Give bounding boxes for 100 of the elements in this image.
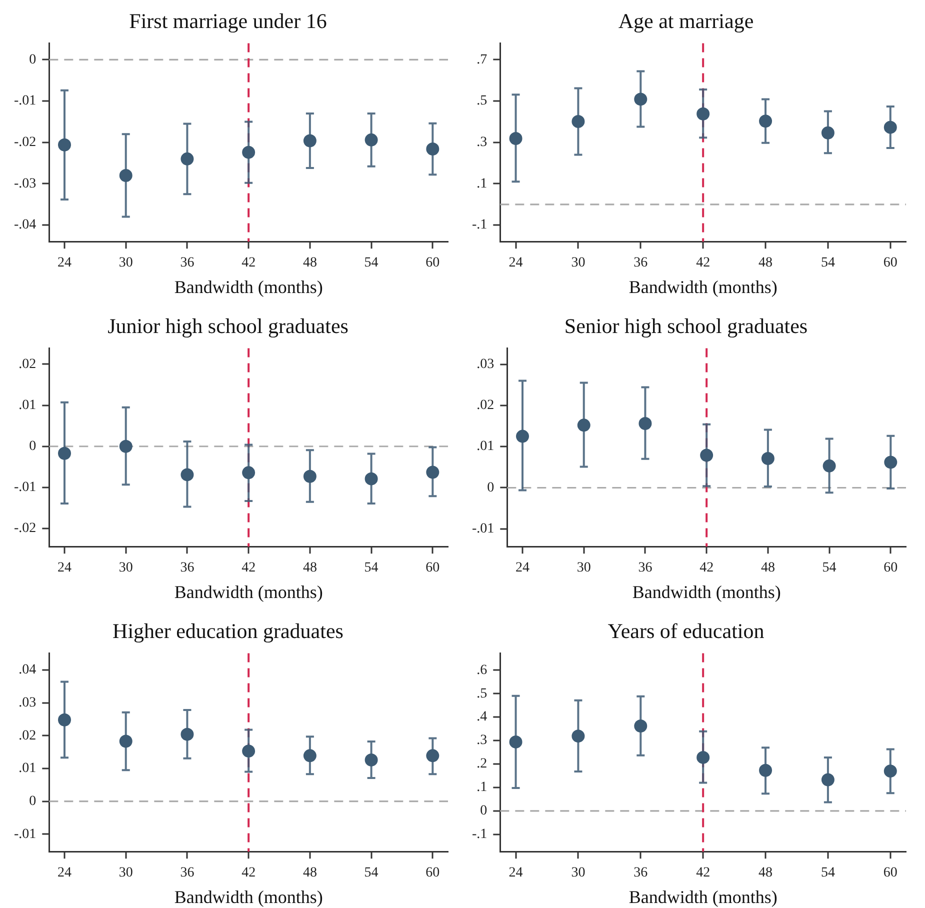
point: [303, 749, 316, 762]
y-tick-label: 0: [487, 480, 494, 496]
x-tick-label: 42: [700, 560, 714, 576]
y-tick-label: .01: [18, 761, 36, 776]
x-tick-label: 60: [426, 866, 440, 881]
point: [58, 713, 71, 726]
chart-title: Junior high school graduates: [108, 314, 348, 338]
point: [426, 749, 440, 762]
y-tick-label: .02: [476, 398, 494, 414]
y-tick-label: .03: [476, 356, 494, 372]
x-tick-label: 48: [302, 256, 317, 271]
point: [303, 470, 316, 483]
y-tick-label: .3: [476, 135, 488, 150]
y-tick-label: .1: [476, 176, 488, 192]
x-tick-label: 30: [571, 256, 586, 271]
point: [509, 132, 522, 145]
x-axis-title: Bandwidth (months): [632, 582, 781, 602]
y-tick-label: .2: [476, 756, 488, 772]
x-tick-label: 60: [884, 560, 898, 576]
chart-title: Senior high school graduates: [564, 314, 808, 338]
y-tick-label: -.01: [14, 94, 36, 109]
point: [884, 456, 898, 469]
x-tick-label: 54: [364, 256, 378, 271]
x-tick-label: 24: [58, 866, 72, 881]
x-tick-label: 24: [58, 560, 72, 576]
y-tick-label: .02: [18, 728, 36, 744]
x-tick-label: 36: [634, 256, 648, 271]
point: [884, 120, 897, 134]
x-axis-title: Bandwidth (months): [174, 582, 323, 602]
point: [761, 452, 774, 466]
point: [700, 448, 714, 462]
y-tick-label: .4: [476, 710, 488, 725]
point: [364, 753, 378, 766]
x-axis-title: Bandwidth (months): [174, 886, 323, 907]
point: [759, 764, 772, 777]
point: [759, 114, 772, 128]
point: [180, 152, 194, 166]
x-tick-label: 24: [508, 866, 523, 881]
chart-title: First marriage under 16: [129, 9, 327, 34]
x-tick-label: 60: [426, 560, 440, 576]
point: [426, 142, 440, 156]
point: [180, 468, 194, 482]
chart-title: Age at marriage: [618, 9, 754, 34]
point: [242, 744, 256, 758]
x-tick-label: 48: [758, 256, 773, 271]
y-tick-label: 0: [29, 52, 36, 68]
point: [696, 107, 710, 120]
point: [242, 146, 256, 159]
point: [696, 750, 710, 764]
x-tick-label: 30: [118, 256, 133, 271]
y-tick-label: -.1: [472, 827, 488, 842]
point: [242, 466, 256, 480]
y-tick-label: 0: [480, 804, 488, 819]
x-tick-label: 42: [696, 866, 710, 881]
y-tick-label: .03: [18, 695, 36, 710]
x-tick-label: 36: [638, 560, 652, 576]
x-tick-label: 30: [118, 560, 133, 576]
x-tick-label: 42: [242, 560, 256, 576]
y-tick-label: -.01: [472, 522, 494, 537]
x-tick-label: 36: [180, 866, 194, 881]
y-tick-label: .7: [476, 52, 488, 68]
y-tick-label: -.02: [14, 135, 36, 150]
x-tick-label: 60: [883, 256, 898, 271]
x-axis-title: Bandwidth (months): [628, 886, 778, 907]
chart-title: Years of education: [608, 619, 765, 644]
x-tick-label: 54: [822, 560, 836, 576]
point: [364, 472, 378, 486]
point: [821, 773, 834, 786]
x-axis-title: Bandwidth (months): [174, 276, 323, 297]
point: [516, 430, 529, 443]
point: [58, 138, 71, 152]
x-tick-label: 54: [820, 256, 835, 271]
x-axis-title: Bandwidth (months): [628, 276, 778, 297]
point: [180, 728, 194, 741]
point: [364, 133, 378, 146]
x-tick-label: 42: [696, 256, 710, 271]
x-tick-label: 48: [302, 560, 317, 576]
x-tick-label: 30: [571, 866, 586, 881]
y-tick-label: .5: [476, 94, 488, 109]
chart-title: Higher education graduates: [112, 619, 344, 644]
y-tick-label: -.04: [14, 218, 36, 233]
x-tick-label: 42: [242, 256, 256, 271]
point: [634, 92, 648, 106]
y-tick-label: -.03: [14, 176, 36, 192]
x-tick-label: 36: [634, 866, 648, 881]
x-tick-label: 60: [883, 866, 898, 881]
x-tick-label: 36: [180, 256, 194, 271]
x-tick-label: 24: [58, 256, 72, 271]
point: [638, 417, 652, 430]
y-tick-label: .3: [476, 733, 488, 748]
y-tick-label: -.02: [14, 521, 36, 536]
y-tick-label: -.01: [14, 480, 36, 496]
x-tick-label: 54: [364, 560, 378, 576]
y-tick-label: .1: [476, 780, 488, 796]
x-tick-label: 24: [516, 560, 530, 576]
point: [426, 466, 440, 479]
y-tick-label: .01: [476, 439, 494, 454]
y-tick-label: -.1: [472, 218, 488, 233]
y-tick-label: 0: [29, 439, 36, 454]
x-tick-label: 48: [758, 866, 773, 881]
